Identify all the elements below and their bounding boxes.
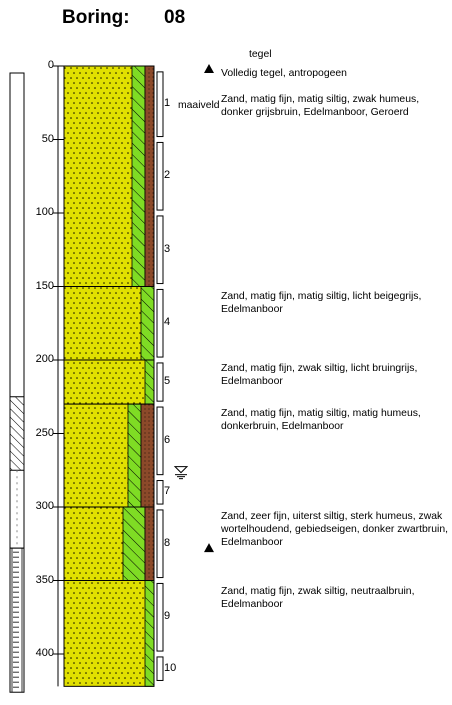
axis-tick-label: 50 bbox=[41, 132, 54, 145]
depth-axis bbox=[53, 65, 64, 687]
layer-sand-dots-2 bbox=[64, 360, 145, 405]
layer-silt-hatch-0 bbox=[132, 66, 145, 287]
boring-number: 08 bbox=[164, 7, 186, 28]
sample-marker-triangle bbox=[204, 63, 214, 73]
axis-tick-label: 400 bbox=[35, 647, 54, 659]
sample-number: 7 bbox=[164, 485, 171, 498]
axis-tick-label: 350 bbox=[35, 573, 54, 586]
sample-intervals bbox=[156, 71, 164, 681]
layer-silt-hatch-3 bbox=[128, 404, 141, 507]
layer-sand-dots-4 bbox=[64, 507, 123, 581]
layer-humus-dots-4 bbox=[145, 507, 154, 581]
well-construction bbox=[9, 72, 25, 693]
axis-tick-label: 250 bbox=[35, 426, 54, 439]
layer-sand-dots-0 bbox=[64, 66, 132, 287]
sample-marker-triangle bbox=[204, 543, 214, 553]
axis-tick-label: 150 bbox=[35, 279, 54, 292]
sample-interval bbox=[156, 362, 164, 402]
sample-interval bbox=[156, 141, 164, 211]
layer-humus-dots-0 bbox=[145, 66, 154, 287]
markers bbox=[173, 63, 214, 553]
sample-interval bbox=[156, 215, 164, 285]
sample-interval bbox=[156, 71, 164, 138]
sample-interval bbox=[156, 406, 164, 476]
axis-tick-label: 100 bbox=[35, 206, 54, 218]
groundwater-level-icon bbox=[173, 466, 189, 474]
layer-silt-hatch-1 bbox=[141, 286, 154, 360]
axis-tick-label: 0 bbox=[47, 59, 54, 71]
layer-description: Zand, zeer fijn, uiterst siltig, sterk h… bbox=[221, 511, 449, 548]
sample-number: 6 bbox=[164, 433, 171, 446]
sample-number: 8 bbox=[164, 536, 171, 549]
sample-interval bbox=[156, 288, 164, 358]
layer-sand-dots-3 bbox=[64, 404, 128, 507]
layer-silt-hatch-4 bbox=[123, 507, 145, 581]
sample-interval bbox=[156, 480, 164, 505]
layer-humus-dots-3 bbox=[141, 404, 154, 507]
sample-number: 2 bbox=[164, 169, 171, 182]
layer-description: Zand, matig fijn, matig siltig, matig hu… bbox=[221, 408, 421, 432]
layer-description: Zand, matig fijn, zwak siltig, neutraalb… bbox=[221, 586, 415, 610]
sample-interval bbox=[156, 582, 164, 652]
sample-interval bbox=[156, 509, 164, 579]
sample-number: 1 bbox=[164, 97, 171, 110]
axis-tick-label: 300 bbox=[35, 500, 54, 512]
sample-interval bbox=[156, 656, 164, 681]
sample-number: 3 bbox=[164, 242, 171, 255]
boring-title-label: Boring: bbox=[62, 7, 130, 28]
soil-column bbox=[63, 65, 155, 687]
well-seal bbox=[9, 396, 25, 471]
sample-number: 4 bbox=[164, 316, 171, 329]
layer-silt-hatch-5 bbox=[145, 580, 154, 687]
well-filter bbox=[9, 547, 25, 693]
maaiveld-label: maaiveld bbox=[178, 100, 220, 111]
axis-tick-label: 200 bbox=[35, 353, 54, 365]
layer-description: Zand, matig fijn, matig siltig, licht be… bbox=[221, 291, 422, 315]
sample-number: 9 bbox=[164, 610, 171, 623]
layer-description: Volledig tegel, antropogeen Zand, matig … bbox=[221, 68, 420, 118]
layer-sand-dots-1 bbox=[64, 286, 141, 360]
layer-description: Zand, matig fijn, zwak siltig, licht bru… bbox=[221, 363, 418, 387]
layer-outline-5 bbox=[63, 580, 155, 687]
sample-number: 5 bbox=[164, 375, 171, 388]
tegel-label: tegel bbox=[249, 49, 272, 60]
layer-sand-dots-5 bbox=[64, 580, 145, 687]
sample-number: 10 bbox=[164, 661, 177, 674]
layer-silt-hatch-2 bbox=[145, 360, 154, 405]
